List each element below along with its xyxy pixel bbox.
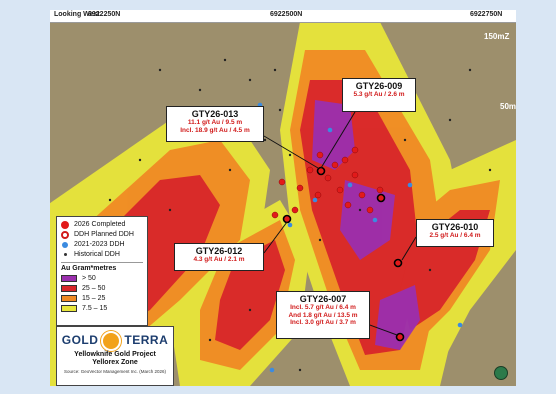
callout-value: 5.3 g/t Au / 2.6 m [353, 91, 405, 99]
elevation-label-150: 150mZ [484, 32, 510, 41]
callout-value: Incl. 5.7 g/t Au / 6.4 m [290, 304, 356, 312]
northing-label-1: 6922250N [88, 11, 121, 18]
callout-value: 11.1 g/t Au / 9.5 m [187, 119, 243, 127]
callout-title: GTY26-010 [431, 222, 479, 232]
project-name: Yellowknife Gold Project [74, 351, 156, 358]
legend-grade-item: > 50 [61, 274, 143, 283]
company-logo: GOLD TERRA [57, 331, 173, 351]
callout-title: GTY26-007 [299, 294, 347, 304]
long-section-map [50, 22, 516, 386]
callout-gty26-012[interactable]: GTY26-012 4.3 g/t Au / 2.1 m [174, 243, 264, 271]
callout-value: Incl. 3.0 g/t Au / 3.7 m [290, 319, 356, 327]
legend-grade-header: Au Gram*metres [61, 262, 143, 272]
legend-grade-item: 15 – 25 [61, 294, 143, 303]
section-header: Looking West 6922250N 6922500N 6922750N [50, 10, 516, 23]
source-note: Source: GeoVector Management Inc. (March… [63, 369, 167, 375]
legend-grade-item: 25 – 50 [61, 284, 143, 293]
company-logo-block: GOLD TERRA Yellowknife Gold Project Yell… [56, 326, 174, 386]
legend-item: 2026 Completed [61, 220, 143, 229]
red-circle-icon [61, 220, 69, 229]
zone-name: Yellorex Zone [92, 359, 138, 367]
orange-swatch-icon [61, 295, 77, 302]
callout-gty26-007[interactable]: GTY26-007 Incl. 5.7 g/t Au / 6.4 m And 1… [276, 291, 370, 339]
map-legend: 2026 Completed DDH Planned DDH 2021-2023… [56, 216, 148, 326]
black-dot-icon [63, 253, 67, 256]
callout-gty26-013[interactable]: GTY26-013 11.1 g/t Au / 9.5 m Incl. 18.9… [166, 106, 264, 142]
callout-value: 2.5 g/t Au / 6.4 m [429, 232, 481, 240]
ddh-planned-rings [282, 166, 405, 342]
view-direction-label: Looking West [54, 11, 100, 18]
callout-gty26-009[interactable]: GTY26-009 5.3 g/t Au / 2.6 m [342, 78, 416, 112]
blue-dot-icon [62, 241, 68, 248]
northing-label-2: 6922500N [270, 11, 303, 18]
ddh-2021-2023-points [257, 102, 463, 373]
red-ring-icon [61, 230, 69, 239]
northing-label-3: 6922750N [470, 11, 503, 18]
callout-value: Incl. 18.9 g/t Au / 4.5 m [180, 126, 250, 134]
legend-item: 2021-2023 DDH [61, 240, 143, 249]
callout-gty26-010[interactable]: GTY26-010 2.5 g/t Au / 6.4 m [416, 219, 494, 247]
callout-value: 4.3 g/t Au / 2.1 m [193, 256, 245, 264]
callout-title: GTY26-009 [355, 81, 403, 91]
callout-title: GTY26-012 [195, 246, 243, 256]
ddh-2026-completed-points [271, 146, 384, 219]
yellow-swatch-icon [61, 305, 77, 312]
elevation-label-50: 50mZ [500, 102, 516, 111]
purple-swatch-icon [61, 275, 77, 282]
compass-icon [494, 366, 508, 380]
legend-item: DDH Planned DDH [61, 230, 143, 239]
legend-item: Historical DDH [61, 250, 143, 259]
red-swatch-icon [61, 285, 77, 292]
callout-title: GTY26-013 [191, 109, 239, 119]
map-frame: Looking West 6922250N 6922500N 6922750N … [50, 10, 516, 386]
legend-grade-item: 7.5 – 15 [61, 304, 143, 313]
callout-value: And 1.8 g/t Au / 13.5 m [288, 311, 358, 319]
sun-icon [101, 331, 122, 351]
